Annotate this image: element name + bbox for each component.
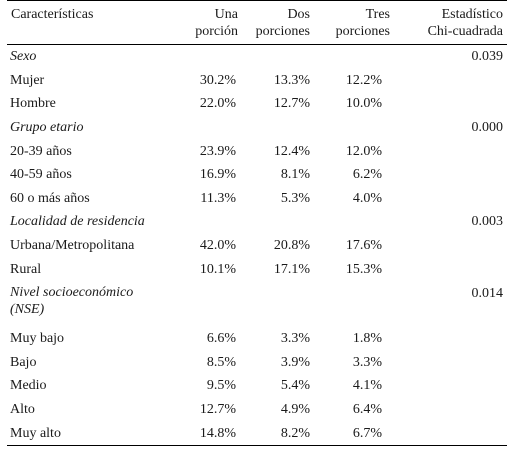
row-label: 60 o más años [10,190,90,206]
header-row: Características Una porción Dos porcione… [7,0,507,45]
cell-dos: 13.3% [273,72,310,88]
row-label: Muy alto [7,421,170,446]
row-label: Muy bajo [10,331,65,347]
cell-tres: 17.6% [345,238,382,254]
cell-tres: 6.4% [352,402,382,418]
row-label: 20-39 años [10,143,72,159]
table-row: Bajo 8.5% 3.9% 3.3% [7,351,507,375]
table-row: Muy alto 14.8% 8.2% 6.7% [7,421,507,446]
row-label: Medio [10,378,47,394]
table-header: Características Una porción Dos porcione… [7,0,507,45]
chi-value: 0.003 [471,214,504,230]
cell-tres: 10.0% [345,96,382,112]
cell-tres: 12.0% [345,143,382,159]
row-label: 40-59 años [10,167,72,183]
group-label: Localidad de residencia [10,214,145,230]
cell-dos: 3.3% [280,331,310,347]
cell-dos: 8.1% [280,167,310,183]
header-dos-line1: Dos [287,7,310,22]
header-estadistico-line1: Estadístico [441,7,503,22]
cell-tres: 4.1% [352,378,382,394]
table-row: Mujer 30.2% 13.3% 12.2% [7,69,507,93]
cell-una: 22.0% [199,96,236,112]
header-tres-porciones: Tres porciones [314,0,394,45]
header-tres-line1: Tres [365,7,390,22]
cell-dos: 12.4% [273,143,310,159]
table-row: Rural 10.1% 17.1% 15.3% [7,257,507,281]
group-label: Grupo etario [10,120,84,136]
cell-una: 6.6% [206,331,236,347]
cell-una: 16.9% [199,167,236,183]
table-row: 20-39 años 23.9% 12.4% 12.0% [7,139,507,163]
cell-una: 10.1% [199,261,236,277]
header-una-line1: Una [214,7,238,22]
group-row-sexo: Sexo 0.039 [7,45,507,69]
cell-una: 14.8% [170,421,242,446]
group-label: Sexo [10,49,37,65]
cell-tres: 6.7% [314,421,394,446]
row-label: Rural [10,261,42,277]
cell-dos: 20.8% [273,238,310,254]
header-tres-line2: porciones [335,24,390,39]
header-dos-porciones: Dos porciones [242,0,314,45]
table-row: Hombre 22.0% 12.7% 10.0% [7,92,507,116]
row-label: Hombre [10,96,56,112]
cell-tres: 3.3% [352,354,382,370]
cell-dos: 4.9% [280,402,310,418]
cell-tres: 1.8% [352,331,382,347]
cell-una: 9.5% [206,378,236,394]
group-row-grupo-etario: Grupo etario 0.000 [7,116,507,140]
row-label: Mujer [10,72,45,88]
header-caracteristicas: Características [7,0,170,45]
cell-dos: 5.4% [280,378,310,394]
header-estadistico: Estadístico Chi-cuadrada [394,0,507,45]
data-table: Características Una porción Dos porcione… [7,0,507,446]
cell-una: 42.0% [199,238,236,254]
cell-dos: 12.7% [273,96,310,112]
table-container: Características Una porción Dos porcione… [7,0,507,446]
table-row: Medio 9.5% 5.4% 4.1% [7,374,507,398]
cell-tres: 6.2% [352,167,382,183]
group-row-nse: Nivel socioeconómico (NSE) 0.014 [7,281,507,327]
header-una-line2: porción [195,24,238,39]
cell-una: 8.5% [206,354,236,370]
table-row: Urbana/Metropolitana 42.0% 20.8% 17.6% [7,234,507,258]
table-row: 60 o más años 11.3% 5.3% 4.0% [7,187,507,211]
chi-value: 0.039 [471,49,504,65]
cell-tres: 12.2% [345,72,382,88]
row-label: Alto [10,402,35,418]
cell-una: 12.7% [199,402,236,418]
cell-dos: 8.2% [242,421,314,446]
chi-value: 0.000 [471,120,504,136]
header-estadistico-line2: Chi-cuadrada [427,24,503,39]
group-label: Nivel socioeconómico (NSE) [10,284,134,317]
cell-dos: 5.3% [280,190,310,206]
cell-una: 11.3% [200,190,236,206]
cell-una: 30.2% [199,72,236,88]
header-dos-line2: porciones [255,24,310,39]
row-label: Bajo [10,354,37,370]
table-row: Muy bajo 6.6% 3.3% 1.8% [7,327,507,351]
table-row: 40-59 años 16.9% 8.1% 6.2% [7,163,507,187]
group-row-localidad: Localidad de residencia 0.003 [7,210,507,234]
cell-dos: 17.1% [273,261,310,277]
cell-tres: 4.0% [352,190,382,206]
cell-tres: 15.3% [345,261,382,277]
table-body: Sexo 0.039 Mujer 30.2% 13.3% 12.2% Hombr… [7,45,507,446]
chi-value: 0.014 [471,285,504,301]
cell-dos: 3.9% [280,354,310,370]
row-label: Urbana/Metropolitana [10,238,135,254]
header-una-porcion: Una porción [170,0,242,45]
cell-una: 23.9% [199,143,236,159]
table-row: Alto 12.7% 4.9% 6.4% [7,398,507,422]
